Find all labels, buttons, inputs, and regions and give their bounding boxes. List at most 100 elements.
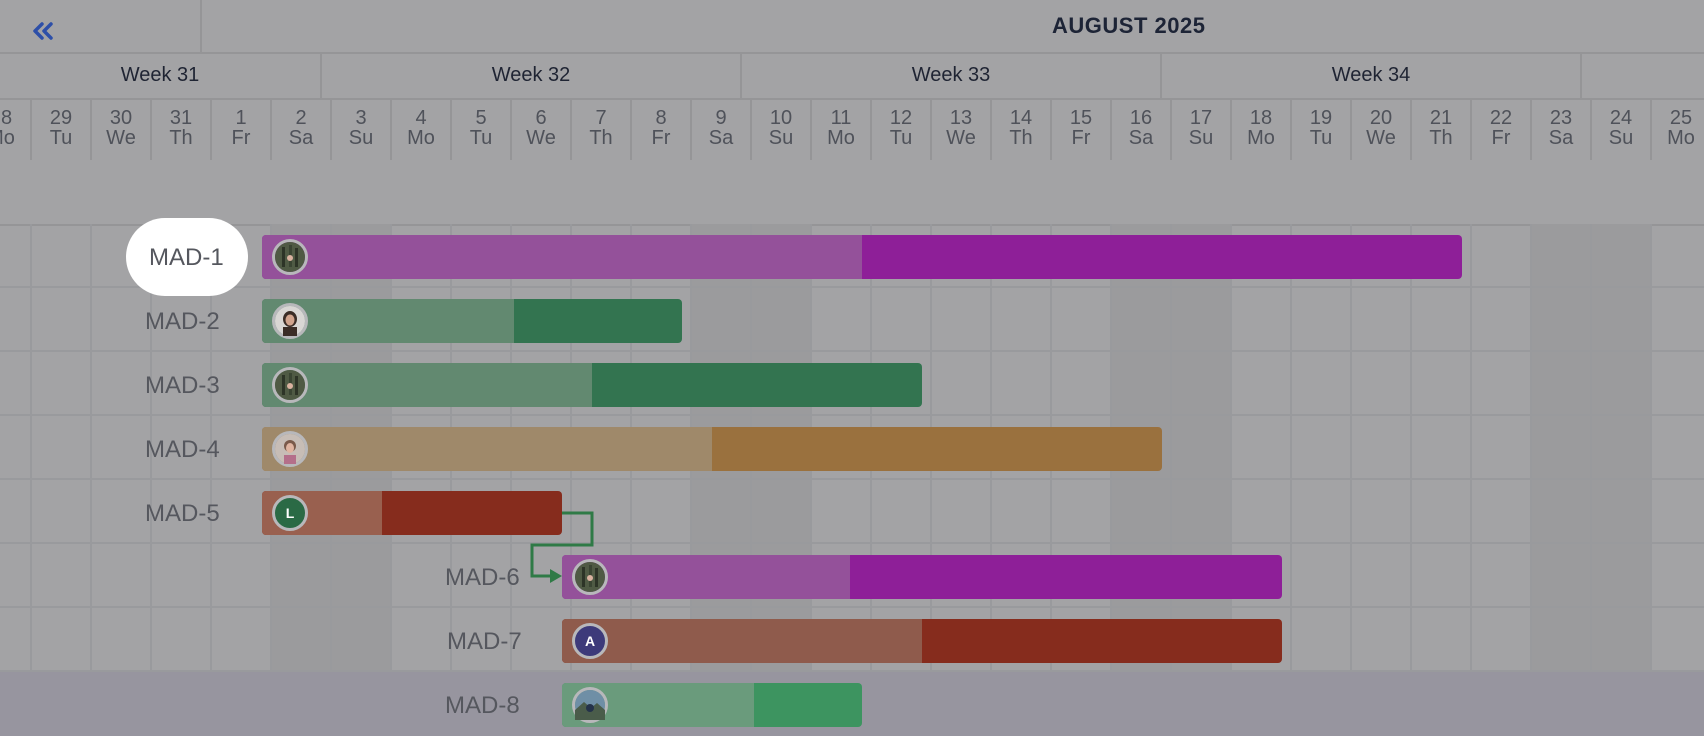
day-cell: 17 Su: [1172, 98, 1232, 160]
day-cell: 20 We: [1352, 98, 1412, 160]
weekday-label: Su: [768, 127, 794, 149]
day-cell: 31 Th: [152, 98, 212, 160]
month-title: AUGUST 2025: [1052, 13, 1206, 38]
avatar: [272, 303, 308, 339]
weekday-label: Tu: [1309, 127, 1333, 149]
grid-column: [92, 224, 152, 672]
day-number: 2: [295, 107, 307, 129]
weekday-label: Fr: [1491, 127, 1511, 149]
day-cell: 11 Mo: [812, 98, 872, 160]
weekday-label: We: [1366, 127, 1396, 149]
avatar: L: [272, 495, 308, 531]
grid-column: [1412, 224, 1472, 672]
weekday-label: Su: [1188, 127, 1214, 149]
issue-bar[interactable]: [262, 299, 682, 343]
grid-column: [1592, 224, 1652, 672]
day-cell: 30 We: [92, 98, 152, 160]
avatar: [572, 687, 608, 723]
issue-key-label[interactable]: MAD-8: [445, 692, 520, 719]
month-header: AUGUST 2025: [0, 0, 1704, 54]
day-cell: 3 Su: [332, 98, 392, 160]
issue-key-label[interactable]: MAD-1: [149, 244, 224, 271]
day-cell: 22 Fr: [1472, 98, 1532, 160]
week-label: Week 31: [120, 63, 200, 86]
double-chevron-left-icon[interactable]: [28, 16, 58, 46]
day-cell: 10 Su: [752, 98, 812, 160]
day-number: 5: [475, 107, 487, 129]
highlight-spot: [126, 218, 248, 296]
progress-fill: [562, 619, 922, 663]
week-divider: [1160, 52, 1162, 98]
issue-bar[interactable]: [262, 363, 922, 407]
day-cell: 13 We: [932, 98, 992, 160]
week-label: Week 33: [911, 63, 991, 86]
day-cell: 25 Mo: [1652, 98, 1704, 160]
issue-bar[interactable]: L: [262, 491, 562, 535]
day-cell: 9 Sa: [692, 98, 752, 160]
issue-key-label[interactable]: MAD-7: [447, 628, 522, 655]
progress-fill: [562, 555, 850, 599]
month-divider: [200, 0, 202, 52]
grid-column: [1652, 224, 1704, 672]
day-row: 28Mo29Tu30We31Th1Fr2Sa3Su4Mo5Tu6We7Th8Fr…: [0, 98, 1704, 162]
grid-row-divider: [0, 350, 1704, 352]
grid-row-divider: [0, 606, 1704, 608]
day-number: 25: [1669, 107, 1693, 129]
weekday-label: Sa: [708, 127, 734, 149]
avatar: [572, 559, 608, 595]
day-number: 28: [0, 107, 13, 129]
week-divider: [740, 52, 742, 98]
issue-key-label[interactable]: MAD-3: [145, 372, 220, 399]
weekday-label: Fr: [651, 127, 671, 149]
grid-row-divider: [0, 542, 1704, 544]
weekday-label: Sa: [1548, 127, 1574, 149]
avatar: A: [572, 623, 608, 659]
weekday-label: Th: [589, 127, 613, 149]
issue-bar[interactable]: [262, 427, 1162, 471]
day-number: 10: [769, 107, 793, 129]
issue-key-label[interactable]: MAD-5: [145, 500, 220, 527]
day-number: 12: [889, 107, 913, 129]
avatar: [272, 431, 308, 467]
grid-row-divider: [0, 414, 1704, 416]
day-cell: 12 Tu: [872, 98, 932, 160]
day-cell: 15 Fr: [1052, 98, 1112, 160]
issue-key-label[interactable]: MAD-4: [145, 436, 220, 463]
day-cell: 5 Tu: [452, 98, 512, 160]
weekday-label: Tu: [889, 127, 913, 149]
day-number: 21: [1429, 107, 1453, 129]
day-cell: 1 Fr: [212, 98, 272, 160]
avatar: [272, 367, 308, 403]
day-cell: 2 Sa: [272, 98, 332, 160]
day-number: 8: [655, 107, 667, 129]
day-number: 20: [1369, 107, 1393, 129]
day-cell: 19 Tu: [1292, 98, 1352, 160]
weekday-label: Tu: [49, 127, 73, 149]
week-divider: [1580, 52, 1582, 98]
day-cell: 8 Fr: [632, 98, 692, 160]
issue-bar[interactable]: [562, 683, 862, 727]
issue-key-label[interactable]: MAD-2: [145, 308, 220, 335]
day-number: 14: [1009, 107, 1033, 129]
weekday-label: Th: [1009, 127, 1033, 149]
day-number: 18: [1249, 107, 1273, 129]
weekday-label: Mo: [407, 127, 435, 149]
day-number: 3: [355, 107, 367, 129]
issue-key-label[interactable]: MAD-6: [445, 564, 520, 591]
weekday-label: Su: [1608, 127, 1634, 149]
grid-column: [1232, 224, 1292, 672]
empty-band: [0, 160, 1704, 226]
day-cell: 23 Sa: [1532, 98, 1592, 160]
day-cell: 18 Mo: [1232, 98, 1292, 160]
day-cell: 7 Th: [572, 98, 632, 160]
day-number: 15: [1069, 107, 1093, 129]
issue-bar[interactable]: A: [562, 619, 1282, 663]
issue-bar[interactable]: [262, 235, 1462, 279]
day-cell: 6 We: [512, 98, 572, 160]
issue-bar[interactable]: [562, 555, 1282, 599]
weekday-label: Fr: [231, 127, 251, 149]
day-number: 4: [415, 107, 427, 129]
weekday-label: Tu: [469, 127, 493, 149]
progress-fill: [262, 427, 712, 471]
day-cell: 24 Su: [1592, 98, 1652, 160]
